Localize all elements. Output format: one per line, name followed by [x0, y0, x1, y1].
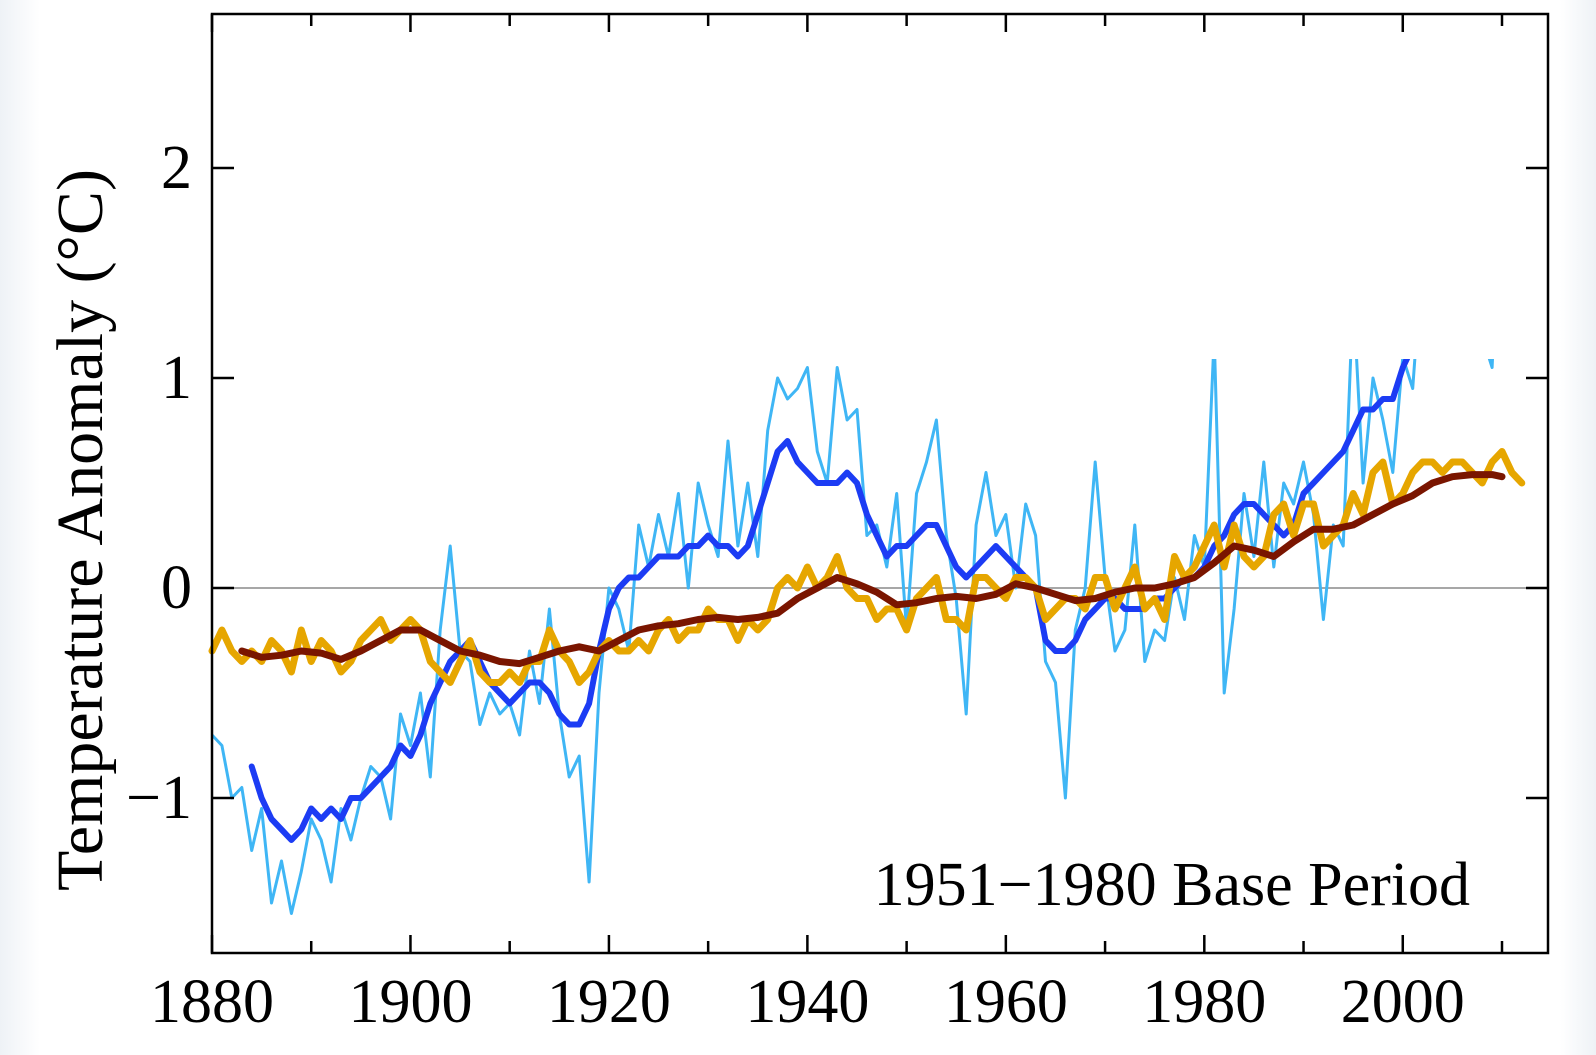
series-line-1 — [212, 359, 1494, 915]
base-period-annotation: 1951−1980 Base Period — [874, 851, 1470, 919]
tick-labels-layer: 1880 1900 1920 1940 1960 1980 2000 −1 0 1 2 — [126, 134, 1465, 1036]
series-line-2 — [248, 359, 1411, 843]
y-tick-label-0: 0 — [161, 554, 192, 622]
ticks-layer — [210, 14, 1548, 953]
y-tick-label--1: −1 — [126, 764, 192, 832]
y-tick-label-2: 2 — [161, 134, 192, 202]
x-tick-label-1940: 1940 — [745, 968, 869, 1036]
series-layer — [208, 359, 1526, 915]
y-tick-label-1: 1 — [161, 344, 192, 412]
plot-frame — [210, 12, 1550, 955]
series-line-3 — [208, 448, 1526, 686]
x-tick-label-1920: 1920 — [547, 968, 671, 1036]
series-line-4 — [238, 471, 1506, 668]
plot-frame-layer — [210, 12, 1550, 955]
x-tick-label-1980: 1980 — [1142, 968, 1266, 1036]
x-tick-label-1880: 1880 — [150, 968, 274, 1036]
y-axis-title: Temperature Anomaly (°C) — [44, 169, 117, 891]
x-tick-label-2000: 2000 — [1341, 968, 1465, 1036]
x-tick-label-1900: 1900 — [348, 968, 472, 1036]
x-tick-label-1960: 1960 — [944, 968, 1068, 1036]
